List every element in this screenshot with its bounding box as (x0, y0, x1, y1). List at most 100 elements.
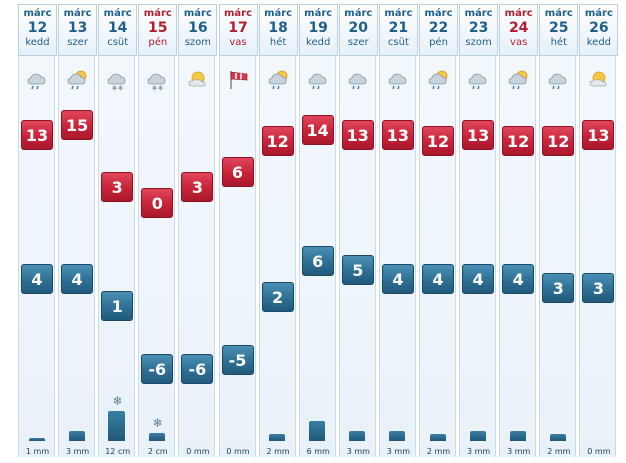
day-header[interactable]: márc 22 pén (419, 4, 458, 56)
sun-cloud-rain-icon (63, 67, 91, 91)
day-number: 20 (348, 20, 369, 36)
min-temp-box: 3 (542, 273, 575, 303)
day-number: 12 (27, 20, 48, 36)
day-header[interactable]: márc 16 szom (178, 4, 218, 56)
min-temp-box: 1 (101, 291, 134, 321)
min-temp-box: 3 (582, 273, 615, 303)
weekday-label: hét (269, 37, 287, 48)
day-header[interactable]: márc 19 kedd (298, 4, 338, 56)
day-header[interactable]: márc 20 szer (338, 4, 378, 56)
max-temp-box: 6 (221, 156, 254, 187)
rain-cloud-icon (384, 67, 412, 91)
sun-cloud-rain-icon (424, 67, 452, 91)
rain-cloud-icon (23, 67, 51, 91)
svg-text:✻: ✻ (112, 85, 117, 91)
day-number: 15 (148, 20, 168, 36)
weekday-label: kedd (306, 37, 331, 48)
precip-bar (28, 437, 45, 441)
precip-label: 2 mm (547, 447, 571, 456)
day-header[interactable]: márc 23 szom (459, 4, 499, 56)
day-number: 25 (549, 20, 569, 36)
weekday-label: kedd (586, 37, 612, 48)
min-temp-box: 5 (341, 255, 374, 285)
precip-label: 2 cm (147, 447, 168, 456)
precip-label: 0 mm (186, 447, 210, 456)
precip-bar (108, 411, 126, 441)
max-temp-box: 0 (141, 188, 174, 218)
precip-label: 3 mm (386, 447, 410, 456)
max-temp-box: 12 (261, 125, 294, 156)
weekday-label: pén (429, 37, 448, 48)
min-temp-box: 4 (502, 264, 535, 294)
day-header[interactable]: márc 17 vas (218, 4, 258, 56)
precip-bar (148, 432, 165, 441)
precip-label: 2 mm (266, 447, 290, 456)
day-header[interactable]: márc 13 szer (58, 4, 98, 56)
precip-bar (269, 434, 286, 441)
weekday-label: szom (465, 37, 492, 48)
min-temp-box: -5 (221, 345, 254, 375)
precip-label: 3 mm (466, 447, 491, 456)
day-number: 26 (589, 20, 609, 36)
rain-cloud-icon (344, 67, 372, 91)
day-number: 24 (508, 20, 529, 36)
month-label: márc (103, 8, 132, 19)
precip-label: 12 cm (105, 447, 131, 456)
weekday-label: csüt (387, 37, 409, 48)
sun-cloud-rain-icon (264, 67, 292, 91)
min-temp-box: -6 (141, 354, 174, 384)
day-header[interactable]: márc 26 kedd (579, 4, 619, 56)
precip-bar (309, 421, 326, 441)
precip-label: 1 mm (25, 447, 50, 456)
precip-bar (389, 431, 406, 441)
day-column: márc 21 csüt 13 4 3 mm (378, 4, 418, 457)
weekday-label: csüt (107, 37, 129, 48)
month-label: márc (464, 8, 493, 19)
day-column: márc 17 vas 6 -5 0 mm (218, 4, 258, 457)
month-label: márc (264, 8, 293, 19)
wind-flag-icon (224, 67, 252, 91)
svg-text:✻: ✻ (158, 85, 163, 91)
min-temp-box: 6 (301, 246, 334, 276)
day-header[interactable]: márc 21 csüt (378, 4, 418, 56)
day-header[interactable]: márc 14 csüt (98, 4, 138, 56)
day-header[interactable]: márc 25 hét (539, 4, 579, 56)
day-column: márc 26 kedd 13 3 0 mm (579, 4, 619, 457)
weekday-label: kedd (25, 37, 50, 48)
day-column: márc 13 szer 15 4 3 mm (58, 4, 98, 457)
top-strip (0, 0, 626, 4)
sun-cloud-rain-icon (504, 67, 532, 91)
month-label: márc (223, 8, 253, 19)
precip-label: 3 mm (507, 447, 531, 456)
min-temp-box: 4 (422, 264, 454, 294)
day-column: márc 15 pén ✻ ✻ 0 -6 ❄ 2 cm (138, 4, 178, 457)
max-temp-box: 12 (422, 125, 454, 156)
day-column: márc 24 vas 12 4 3 mm (499, 4, 539, 457)
day-header[interactable]: márc 18 hét (258, 4, 298, 56)
day-header[interactable]: márc 24 vas (499, 4, 539, 56)
month-label: márc (63, 8, 92, 19)
day-column: márc 22 pén 12 4 2 mm (419, 4, 458, 457)
rain-cloud-icon (544, 67, 572, 91)
snowflake-icon: ❄ (152, 415, 163, 430)
max-temp-box: 14 (301, 115, 334, 146)
precip-label: 3 mm (346, 447, 370, 456)
day-header[interactable]: márc 15 pén (138, 4, 178, 56)
month-label: márc (143, 8, 172, 19)
day-number: 14 (107, 20, 128, 36)
day-column: márc 12 kedd 13 4 1 mm (18, 4, 57, 457)
svg-text:✻: ✻ (152, 85, 157, 91)
month-label: márc (344, 8, 373, 19)
day-column: márc 20 szer 13 5 3 mm (338, 4, 378, 457)
weekday-label: szer (347, 37, 369, 48)
month-label: márc (183, 8, 212, 19)
max-temp-box: 15 (61, 110, 94, 140)
day-header[interactable]: márc 12 kedd (18, 4, 57, 56)
max-temp-box: 13 (582, 120, 615, 151)
min-temp-box: 4 (61, 264, 94, 294)
day-column: márc 25 hét 12 3 2 mm (539, 4, 579, 457)
precip-label: 3 mm (65, 447, 90, 456)
day-column: márc 14 csüt ✻ ✻ 3 1 ❄ 12 cm (98, 4, 138, 457)
day-number: 16 (188, 20, 208, 36)
